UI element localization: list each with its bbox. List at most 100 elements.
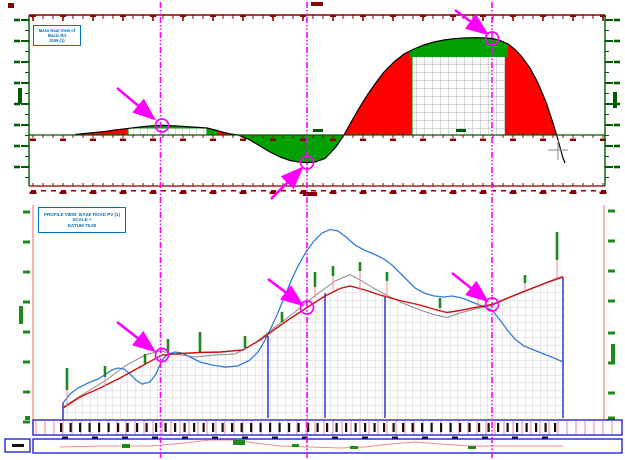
- annotation-arrow[interactable]: [451, 271, 490, 303]
- band-station-label: [92, 436, 98, 439]
- zero-tick-cap: [600, 138, 606, 141]
- point-highlight-circle[interactable]: [154, 118, 170, 133]
- band-station-text-blob: [221, 423, 224, 432]
- band-station-label: [212, 436, 218, 439]
- point-highlight-circle[interactable]: [484, 31, 500, 46]
- band-value-blob: [350, 446, 358, 449]
- ruler-dash: [421, 190, 426, 192]
- band-station-text-blob: [193, 423, 196, 432]
- elevation-label-blob: [23, 360, 30, 364]
- band-station-text-blob: [506, 423, 509, 432]
- point-highlight-circle[interactable]: [299, 300, 315, 315]
- axis-label-blob: [614, 144, 620, 148]
- profile-view-label[interactable]: PROFILE VIEW: BASE ROAD PV (1) SCALE + D…: [38, 207, 126, 233]
- band-value-blob: [468, 446, 476, 449]
- ruler-dash: [481, 190, 486, 192]
- band-station-text-blob: [326, 423, 329, 432]
- axis-title-vertical: [18, 88, 22, 104]
- ruler-tick-cap: [150, 15, 156, 17]
- mass-haul-view-label[interactable]: Mass Haul View of Basic Rd SUB-(1): [33, 25, 81, 46]
- axis-label-blob: [14, 60, 20, 64]
- zero-tick-cap: [390, 138, 396, 141]
- ruler-dash: [251, 190, 256, 192]
- zero-tick-cap: [540, 138, 546, 141]
- elevation-label-blob: [23, 270, 30, 274]
- ruler-dash: [151, 190, 156, 192]
- annotation-arrow[interactable]: [116, 320, 157, 353]
- ruler-label-blob: [599, 191, 607, 194]
- axis-label-blob: [14, 144, 20, 148]
- axis-title-vertical: [19, 306, 23, 324]
- band-station-text-blob: [202, 423, 205, 432]
- band-station-label: [362, 436, 368, 439]
- ruler-dash: [61, 190, 66, 192]
- point-highlight-circle[interactable]: [299, 155, 315, 170]
- band-station-text-blob: [525, 423, 528, 432]
- band-station-text-blob: [449, 423, 452, 432]
- mass-haul-fill: [410, 37, 508, 57]
- ruler-tick-cap: [180, 15, 186, 17]
- band-station-text-blob: [259, 423, 262, 432]
- ruler-label-blob: [479, 191, 487, 194]
- ruler-dash: [191, 190, 196, 192]
- point-highlight-circle[interactable]: [154, 347, 170, 363]
- band-station-text-blob: [364, 423, 367, 432]
- ruler-label-blob: [449, 191, 457, 194]
- ruler-dash: [51, 190, 56, 192]
- band-station-label: [182, 436, 188, 439]
- elevation-label-blob: [23, 300, 30, 304]
- elevation-label-blob: [608, 391, 615, 395]
- ruler-tick-cap: [390, 15, 396, 17]
- ruler-dash: [491, 190, 496, 192]
- band-station-label: [332, 436, 338, 439]
- ruler-dash: [241, 190, 246, 192]
- band-station-text-blob: [269, 423, 272, 432]
- station-elevation-marker: [166, 339, 170, 352]
- elevation-label-blob: [608, 361, 615, 365]
- design-grade-line[interactable]: [62, 275, 564, 409]
- band-station-label: [422, 436, 428, 439]
- band-station-text-blob: [487, 423, 490, 432]
- band-station-text-blob: [288, 423, 291, 432]
- band-value-blob: [292, 444, 299, 447]
- ruler-label-blob: [389, 191, 397, 194]
- band-station-text-blob: [392, 423, 395, 432]
- ruler-dash: [381, 190, 386, 192]
- ruler-dash: [291, 190, 296, 192]
- ruler-dash: [331, 190, 336, 192]
- zero-tick-cap: [510, 138, 516, 141]
- ruler-dash: [441, 190, 446, 192]
- point-highlight-circle[interactable]: [484, 297, 500, 312]
- band-station-label: [512, 436, 518, 439]
- band-station-text-blob: [411, 423, 414, 432]
- elevation-label-blob: [608, 239, 615, 243]
- elevation-label-blob: [608, 331, 615, 335]
- elevation-band[interactable]: [32, 438, 623, 454]
- station-elevation-marker: [438, 298, 442, 308]
- ruler-dash: [161, 190, 166, 192]
- ruler-dash: [321, 190, 326, 192]
- annotation-arrow[interactable]: [270, 166, 304, 200]
- ruler-tick-cap: [480, 15, 486, 17]
- band-station-text-blob: [478, 423, 481, 432]
- axis-label-blob: [614, 165, 620, 169]
- ruler-label-blob: [29, 191, 37, 194]
- ruler-tick-cap: [30, 15, 36, 17]
- band-station-text-blob: [117, 423, 120, 432]
- axis-label-blob: [14, 165, 20, 169]
- band-station-label: [272, 436, 278, 439]
- elevation-label-blob: [608, 209, 615, 213]
- ruler-label-blob: [59, 191, 67, 194]
- annotation-arrow[interactable]: [116, 87, 156, 121]
- band-station-text-blob: [250, 423, 253, 432]
- band-station-text-blob: [430, 423, 433, 432]
- band-station-text-blob: [278, 423, 281, 432]
- band-station-text-blob: [468, 423, 471, 432]
- ruler-label-blob: [239, 191, 247, 194]
- station-label-blob: [8, 3, 14, 8]
- ruler-dash: [451, 190, 456, 192]
- annotation-arrow[interactable]: [454, 8, 490, 36]
- band-station-label: [242, 436, 248, 439]
- annotation-arrow[interactable]: [267, 277, 305, 307]
